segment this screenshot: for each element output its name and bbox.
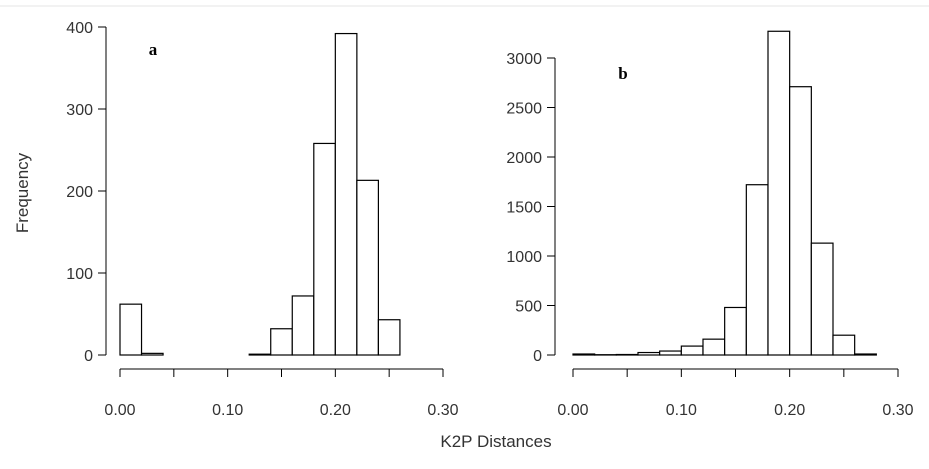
histogram-bar bbox=[377, 319, 401, 356]
histogram-bar bbox=[745, 184, 769, 356]
x-tick-label: 0.10 bbox=[666, 402, 697, 419]
x-tick-label: 0.20 bbox=[320, 402, 351, 419]
histogram-bar bbox=[270, 328, 293, 356]
y-axis-label: Frequency bbox=[13, 152, 32, 233]
y-tick-label: 500 bbox=[515, 299, 542, 316]
y-tick-label: 100 bbox=[66, 266, 93, 283]
x-tick-label: 0.10 bbox=[212, 402, 243, 419]
histogram-bar bbox=[248, 353, 272, 356]
y-tick-label: 0 bbox=[533, 348, 542, 365]
histogram-bar bbox=[724, 306, 747, 356]
histogram-bar bbox=[810, 242, 834, 356]
y-tick-label: 2500 bbox=[506, 101, 542, 118]
y-tick-label: 400 bbox=[66, 20, 93, 37]
histogram-bar bbox=[291, 295, 315, 356]
y-tick-label: 3000 bbox=[506, 51, 542, 68]
histogram-panel-b: 0.00 0.10 0.20 0.30 0 500 1000 1500 2000 2500 3000… bbox=[506, 30, 914, 419]
y-tick-label: 0 bbox=[84, 348, 93, 365]
y-tick-label: 300 bbox=[66, 102, 93, 119]
y-tick-label: 2000 bbox=[506, 150, 542, 167]
x-tick-label: 0.20 bbox=[774, 402, 805, 419]
panel-label: a bbox=[149, 40, 158, 59]
x-tick-label: 0.30 bbox=[882, 402, 913, 419]
histogram-bar bbox=[356, 179, 380, 356]
histogram-bar bbox=[832, 334, 856, 356]
histogram-bar bbox=[637, 351, 661, 356]
histogram-bar bbox=[313, 142, 336, 356]
histogram-panel-a: 0.00 0.10 0.20 0.30 0 100 200 300 400 a bbox=[66, 20, 458, 419]
x-axis-label: K2P Distances bbox=[440, 432, 551, 451]
histogram-bar bbox=[767, 30, 791, 356]
x-tick-label: 0.00 bbox=[104, 402, 135, 419]
histogram-bar bbox=[140, 352, 164, 356]
histogram-bar bbox=[789, 86, 812, 356]
panel-label: b bbox=[618, 64, 627, 83]
x-tick-label: 0.00 bbox=[557, 402, 588, 419]
histogram-bar bbox=[572, 353, 596, 356]
histogram-bar bbox=[119, 303, 143, 356]
y-tick-label: 1000 bbox=[506, 249, 542, 266]
histogram-bar bbox=[334, 32, 358, 356]
histogram-bar bbox=[854, 353, 877, 356]
histogram-bar bbox=[680, 345, 704, 356]
y-tick-label: 200 bbox=[66, 184, 93, 201]
histogram-bar bbox=[659, 350, 682, 356]
histogram-bar bbox=[702, 338, 726, 356]
y-tick-label: 1500 bbox=[506, 200, 542, 217]
x-tick-label: 0.30 bbox=[427, 402, 458, 419]
